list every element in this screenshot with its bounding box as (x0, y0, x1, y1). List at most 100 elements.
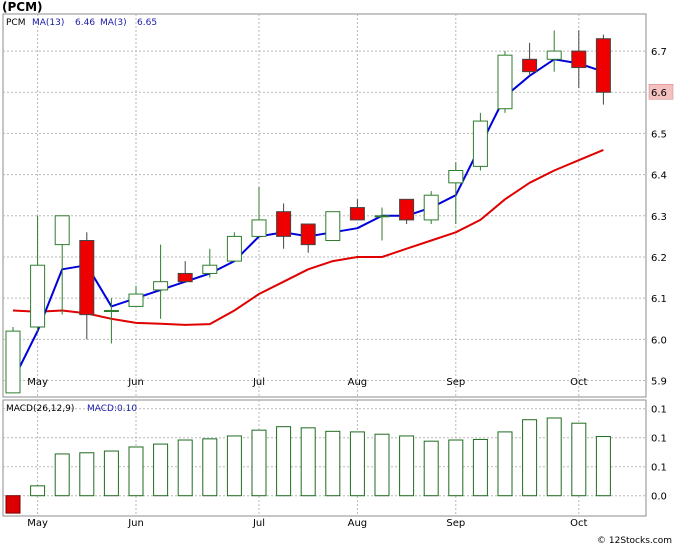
price-panel-frame (2, 13, 647, 398)
macd-month-label: Jul (252, 518, 265, 529)
candle (30, 215, 46, 332)
macd-bar-positive (226, 435, 242, 497)
candle-body-down (399, 198, 415, 221)
macd-month-label: Sep (446, 518, 465, 529)
candle (5, 326, 21, 394)
footer-credit: © 12Stocks.com (597, 536, 672, 546)
macd-bar-positive (522, 419, 538, 497)
macd-tick-label: 0.0 (651, 492, 667, 503)
macd-bar-positive (349, 431, 365, 497)
candle (300, 223, 316, 253)
candle-body-down (276, 211, 292, 237)
price-tick-label: 6.4 (651, 171, 667, 182)
candle (103, 298, 119, 344)
macd-bar-positive (595, 436, 611, 497)
candle-body-down (595, 38, 611, 93)
candle-body-down (177, 272, 193, 283)
macd-bar-positive (153, 443, 169, 497)
macd-bar-positive (399, 435, 415, 497)
candle-body-down (349, 207, 365, 221)
candle (349, 199, 365, 221)
candle-body-up (546, 50, 562, 60)
candle-body-up (423, 194, 439, 221)
candle (595, 34, 611, 105)
macd-bar-positive (251, 429, 267, 497)
last-price-label: 6.6 (651, 88, 667, 99)
macd-bar-positive (374, 433, 390, 497)
price-tick-label: 6.7 (651, 47, 667, 58)
price-tick-label: 6.0 (651, 335, 667, 346)
macd-bar-positive (448, 439, 464, 497)
candle-body-up (497, 54, 513, 110)
candle (497, 51, 513, 113)
candle (202, 248, 218, 278)
legend-ticker: PCM (6, 18, 25, 28)
macd-bar-positive (202, 438, 218, 497)
macd-month-label: May (27, 518, 48, 529)
candle (448, 162, 464, 225)
grid-lines (3, 14, 646, 516)
candle (79, 232, 95, 340)
candle-body-up (448, 169, 464, 184)
macd-tick-label: 0.1 (651, 463, 667, 474)
candle-body-up (128, 293, 144, 307)
candle-body-down (571, 50, 587, 69)
macd-value-label: MACD:0.10 (87, 404, 137, 414)
macd-month-label: Aug (348, 518, 368, 529)
price-tick-label: 6.5 (651, 129, 667, 140)
candle-body-up (103, 310, 119, 313)
candle-body-up (54, 215, 70, 246)
macd-month-label: Jun (127, 518, 144, 529)
candle (177, 261, 193, 283)
price-month-label: Oct (570, 377, 587, 388)
macd-bar-positive (103, 450, 119, 497)
legend-ma-slow-label: MA(3) (100, 18, 127, 28)
legend-ma-fast-label: MA(13) (32, 18, 64, 28)
macd-bar-positive (276, 426, 292, 497)
macd-bar-positive (79, 452, 95, 497)
candle (522, 42, 538, 76)
candle (226, 232, 242, 262)
macd-bar-positive (300, 427, 316, 497)
candle-body-up (251, 219, 267, 237)
macd-tick-label: 0.1 (651, 434, 667, 445)
macd-panel-frame (2, 399, 647, 517)
legend-ma-fast-value: 6.46 (75, 18, 95, 28)
macd-bar-positive (325, 430, 341, 497)
candle (54, 215, 70, 315)
candle (374, 207, 390, 241)
price-tick-label: 6.1 (651, 294, 667, 305)
price-month-label: Aug (348, 377, 368, 388)
candle (472, 112, 488, 171)
macd-bar-positive (472, 438, 488, 497)
macd-bar-positive (54, 453, 70, 497)
macd-bar-positive (128, 446, 144, 497)
macd-bar-positive (546, 417, 562, 497)
price-tick-label: 6.3 (651, 212, 667, 223)
chart-title: (PCM) (2, 0, 43, 14)
candle (251, 186, 267, 237)
macd-month-label: Oct (570, 518, 587, 529)
candle (276, 203, 292, 249)
candle-body-up (472, 120, 488, 167)
candle-body-up (153, 281, 169, 291)
candle-body-up (5, 330, 21, 394)
macd-bar-negative (5, 495, 21, 514)
price-month-label: May (27, 377, 48, 388)
ma-fast-line (12, 58, 604, 381)
price-month-label: Jun (127, 377, 144, 388)
macd-bars (5, 417, 611, 514)
moving-average-lines (12, 58, 604, 381)
candle (546, 30, 562, 72)
macd-bar-positive (497, 431, 513, 497)
candle-body-up (202, 264, 218, 274)
price-month-label: Jul (252, 377, 265, 388)
price-month-label: Sep (446, 377, 465, 388)
candle (423, 191, 439, 225)
price-tick-label: 5.9 (651, 377, 667, 388)
candle (128, 285, 144, 307)
last-price-badge (648, 83, 674, 100)
candle-body-up (30, 264, 46, 328)
